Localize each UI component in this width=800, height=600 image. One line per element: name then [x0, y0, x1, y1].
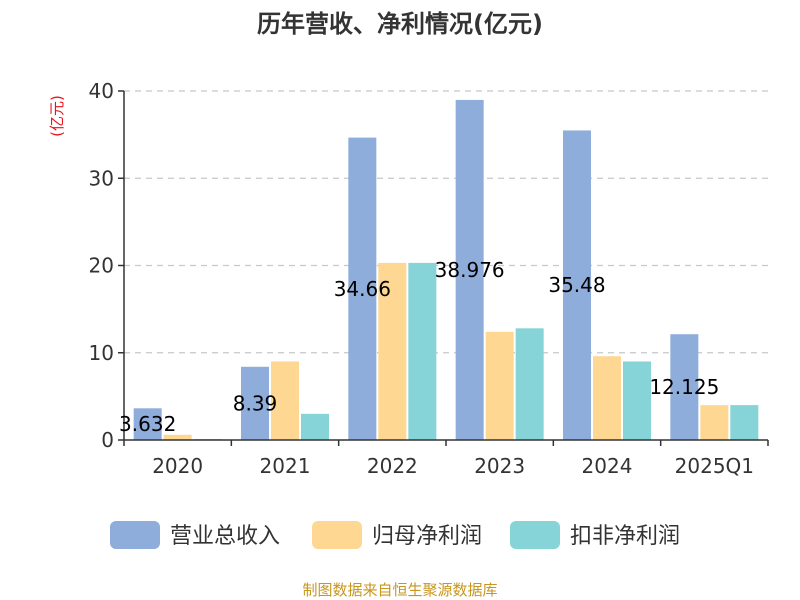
y-axis-unit: (亿元)	[48, 95, 66, 137]
legend-label: 营业总收入	[170, 524, 280, 549]
legend-swatch	[510, 521, 560, 549]
y-tick-label: 40	[89, 79, 114, 103]
bar-2024-series-0	[563, 130, 591, 440]
legend-label: 扣非净利润	[570, 524, 680, 549]
legend-swatch	[110, 521, 160, 549]
bar-2021-series-1	[271, 361, 299, 440]
bar-2024-series-1	[593, 356, 621, 440]
x-tick-label: 2022	[367, 454, 418, 478]
chart-title: 历年营收、净利情况(亿元)	[257, 10, 543, 38]
legend-label: 归母净利润	[372, 524, 482, 549]
data-label: 35.48	[548, 273, 605, 297]
data-label: 12.125	[649, 375, 719, 399]
bar-2022-series-0	[348, 137, 377, 441]
data-label: 3.632	[119, 412, 176, 436]
bar-2025Q1-series-1	[700, 405, 729, 440]
x-tick-label: 2025Q1	[675, 454, 754, 478]
x-tick-label: 2023	[474, 454, 525, 478]
legend-swatch	[312, 521, 362, 549]
y-tick-label: 0	[101, 428, 114, 452]
x-tick-label: 2021	[260, 454, 311, 478]
y-tick-label: 30	[89, 166, 114, 190]
source-note: 制图数据来自恒生聚源数据库	[302, 581, 497, 599]
bar-2021-series-2	[301, 413, 329, 440]
bar-2020-series-0	[133, 408, 162, 440]
data-label: 8.39	[233, 391, 278, 415]
bar-2024-series-2	[623, 361, 651, 440]
data-labels: 3.632 8.39 34.66 38.976 35.48 12.125	[119, 258, 719, 436]
y-tick-label: 10	[89, 341, 114, 365]
legend: 营业总收入 归母净利润 扣非净利润	[110, 521, 680, 549]
data-label: 34.66	[334, 277, 391, 301]
x-axis-ticks: 2020 2021 2022 2023 2024 2025Q1	[123, 440, 769, 478]
bars	[133, 99, 759, 441]
bar-2023-series-0	[455, 99, 484, 441]
bar-2025Q1-series-0	[670, 334, 699, 440]
x-tick-label: 2024	[582, 454, 633, 478]
y-tick-label: 20	[89, 254, 114, 278]
x-tick-label: 2020	[152, 454, 203, 478]
bar-2023-series-1	[485, 331, 514, 440]
bar-2022-series-1	[378, 262, 407, 440]
y-axis-ticks: 0 10 20 30 40	[89, 79, 124, 452]
grid-lines	[124, 90, 768, 354]
bar-2023-series-2	[515, 328, 544, 440]
bar-2020-series-1	[163, 434, 192, 440]
bar-2022-series-2	[408, 262, 437, 440]
bar-2025Q1-series-2	[730, 405, 759, 440]
bar-2021-series-0	[241, 366, 269, 440]
data-label: 38.976	[435, 258, 505, 282]
